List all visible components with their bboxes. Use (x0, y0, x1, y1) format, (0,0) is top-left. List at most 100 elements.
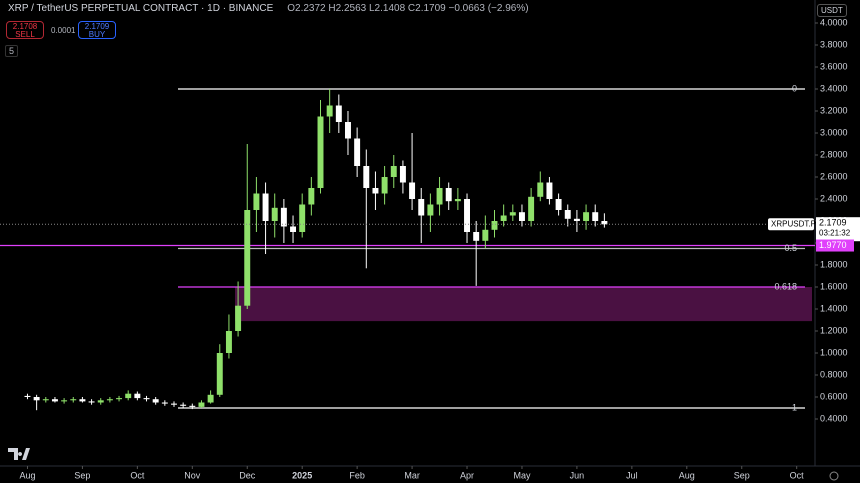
candle-body (207, 394, 214, 403)
candle-body (42, 399, 49, 401)
x-tick-label: Jul (626, 470, 638, 480)
candle-body (354, 138, 361, 166)
candle-body (482, 229, 489, 241)
x-tick-label: Oct (130, 470, 145, 480)
candle-body (436, 188, 443, 205)
candle-body (116, 398, 123, 400)
candle-body (33, 397, 40, 401)
x-tick-label: Dec (239, 470, 256, 480)
candle-body (409, 182, 416, 199)
hline-tag-bg (816, 239, 854, 252)
candle-body (573, 218, 580, 221)
x-tick-label: May (513, 470, 531, 480)
sell-price: 2.1708 (12, 22, 38, 31)
candle-body (189, 405, 196, 407)
fib-label: 0.5 (784, 243, 797, 253)
y-tick-label: 1.8000 (820, 259, 848, 269)
fib-label: 0 (792, 83, 797, 93)
candle-body (592, 212, 599, 221)
candle-body (427, 204, 434, 216)
candle-body (528, 196, 535, 221)
fib-label: 1 (792, 402, 797, 412)
candle-body (308, 188, 315, 205)
y-tick-label: 0.4000 (820, 413, 848, 423)
candle-body (555, 199, 562, 210)
y-tick-label: 1.6000 (820, 281, 848, 291)
fib-zone (235, 287, 812, 322)
candle-body (345, 122, 351, 139)
logo (8, 448, 30, 460)
candle-body (70, 399, 77, 401)
y-tick-label: 4.0000 (820, 17, 848, 27)
candle-body (500, 215, 507, 221)
sell-label: SELL (15, 30, 35, 39)
candle-body (51, 399, 58, 402)
x-tick-label: Apr (460, 470, 474, 480)
x-tick-label: Sep (734, 470, 750, 480)
y-tick-label: 3.6000 (820, 61, 848, 71)
fib-label: 0.618 (774, 281, 797, 291)
y-tick-label: 3.4000 (820, 83, 848, 93)
x-tick-label: Aug (679, 470, 695, 480)
y-tick-label: 0.6000 (820, 391, 848, 401)
y-tick-label: 2.4000 (820, 193, 848, 203)
y-tick-label: 3.8000 (820, 39, 848, 49)
candle-body (125, 393, 132, 399)
candle-body (244, 210, 251, 306)
candle-body (235, 305, 242, 331)
buy-price: 2.1709 (84, 22, 110, 31)
y-tick-label: 2.6000 (820, 171, 848, 181)
candle-body (537, 182, 544, 197)
price-tag-bg (816, 217, 860, 242)
candle-body (198, 402, 205, 407)
candle-body (381, 177, 388, 194)
candle-body (88, 401, 95, 403)
candle-body (61, 400, 68, 402)
settings-icon[interactable] (829, 471, 839, 481)
y-tick-label: 2.8000 (820, 149, 848, 159)
candle-body (225, 331, 232, 353)
candle-body (326, 105, 333, 117)
candle-body (464, 199, 470, 232)
x-tick-label: Jun (570, 470, 585, 480)
spread: 0.0001 (51, 26, 76, 35)
candle-body (509, 212, 516, 216)
candle-body (216, 353, 223, 395)
candle-body (180, 404, 187, 406)
candle-body (390, 166, 397, 177)
candle-body (454, 199, 461, 202)
candle-body (546, 182, 553, 199)
candle-body (335, 105, 342, 122)
candle-body (372, 188, 379, 194)
x-tick-label: Sep (74, 470, 90, 480)
candle-body (106, 399, 113, 401)
candle-body (271, 207, 278, 221)
hline-tag: 1.9770 (819, 240, 847, 250)
header: XRP / TetherUS PERPETUAL CONTRACT · 1D ·… (8, 3, 529, 14)
candle-body (491, 221, 498, 230)
x-tick-label: Aug (19, 470, 35, 480)
x-tick-label: Oct (790, 470, 805, 480)
buy-button[interactable]: 2.1709 BUY (78, 21, 116, 39)
candle-body (280, 207, 287, 227)
price-tag: 2.1709 (819, 218, 847, 228)
y-tick-label: 1.2000 (820, 325, 848, 335)
sell-button[interactable]: 2.1708 SELL (6, 21, 44, 39)
x-tick-label: Feb (349, 470, 365, 480)
currency-button[interactable]: USDT (817, 4, 847, 17)
x-tick-label: Mar (404, 470, 420, 480)
ohlc: O2.2372 H2.2563 L2.1408 C2.1709 −0.0663 … (287, 3, 529, 14)
candle-body (97, 400, 104, 403)
symbol[interactable]: XRP / TetherUS PERPETUAL CONTRACT · 1D ·… (8, 3, 274, 14)
indicator-toggle[interactable]: 5 (5, 45, 19, 57)
countdown: 03:21:32 (819, 228, 851, 237)
candle-body (134, 393, 141, 399)
candle-body (161, 402, 168, 404)
candle-body (445, 188, 452, 202)
candle-body (418, 199, 425, 216)
x-tick-label: 2025 (292, 470, 312, 480)
candle-body (290, 226, 297, 232)
candle-body (171, 403, 177, 405)
candle-body (24, 395, 31, 397)
